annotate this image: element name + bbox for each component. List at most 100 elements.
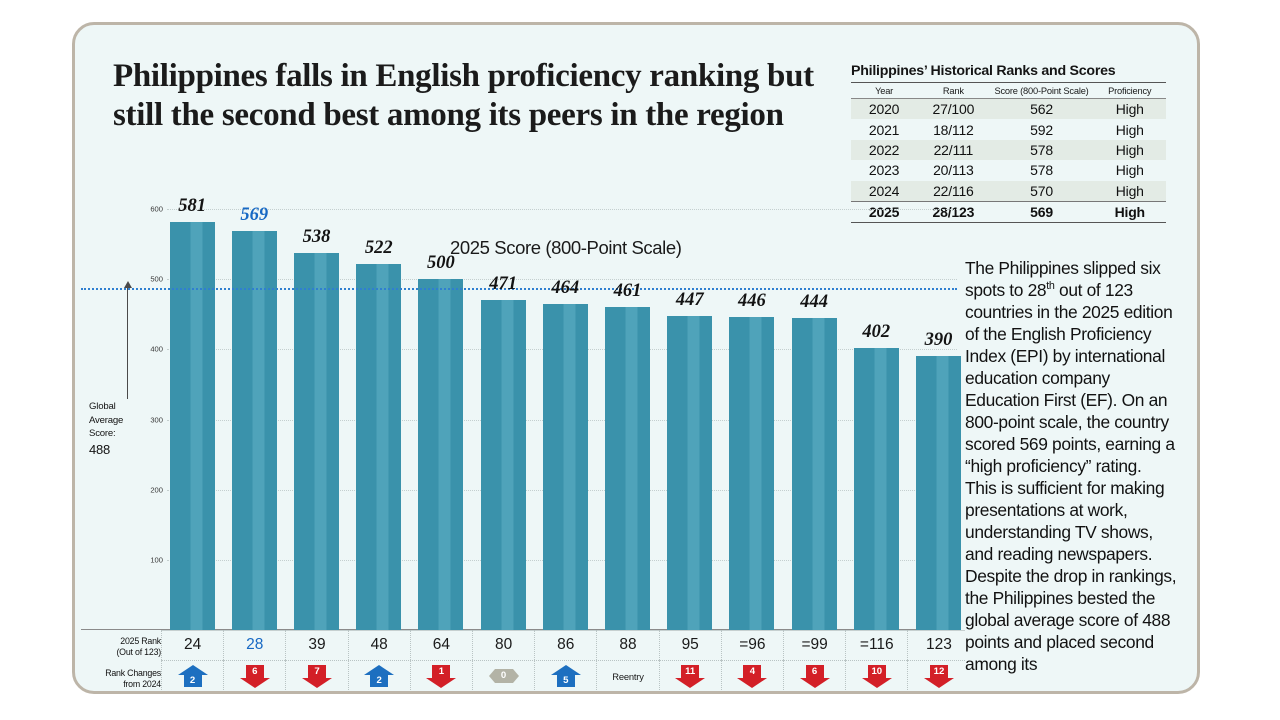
country-label-thailand: THAILAND: [845, 692, 907, 694]
reentry-label-laos: Reentry: [612, 670, 644, 682]
table-cell-r4-c1: 22/116: [933, 182, 974, 199]
avg-label-line-3: Score:: [89, 428, 116, 440]
row-label-rank-line1: 2025 Rank: [120, 636, 161, 646]
bar-value-laos: 461: [613, 280, 642, 301]
rank-change-cambodia: 12: [907, 660, 969, 691]
badge-value-cambodia: 12: [929, 665, 948, 678]
table-bottom-rule: [851, 222, 1166, 224]
country-label-myanmar: MYANMAR: [783, 692, 845, 694]
grid-rule-mid: [161, 660, 965, 661]
bar-thailand: [853, 347, 899, 630]
country-label-mongolia: MONGOLIA: [659, 692, 721, 694]
gridline-500: [167, 279, 957, 281]
table-cell-r3-c3: High: [1115, 162, 1144, 179]
arrow-down-icon-vietnam: 1: [426, 665, 457, 688]
plot-area: 100 200 300 400 500 600 581 569 538 522 500 471 464…: [81, 195, 961, 630]
bar-mongolia: [667, 316, 713, 630]
rank-mongolia: 95: [658, 630, 721, 660]
global-average-line: [81, 287, 957, 290]
bar-cambodia: [916, 356, 961, 630]
country-name-text: SOUTH KOREA: [349, 692, 410, 694]
bar-hong-kong: [294, 252, 339, 630]
rank-hong-kong: 39: [285, 630, 347, 660]
rank-change-thailand: 10: [845, 660, 907, 691]
badge-tip: [923, 678, 954, 688]
bar-value-malaysia: 581: [178, 196, 206, 217]
rank-change-indonesia: 0: [472, 660, 534, 691]
rank-change-south-korea: 2: [347, 660, 410, 691]
bar-value-japan: 446: [738, 291, 766, 312]
badge-value-vietnam: 1: [432, 665, 451, 678]
table-cell-r2-c0: 2022: [868, 141, 900, 158]
y-tick-400: 400: [150, 344, 163, 354]
bar-malaysia: [169, 222, 215, 630]
arrow-down-icon-philippines: 6: [239, 665, 270, 688]
badge-value-myanmar: 6: [805, 665, 824, 678]
rank-change-china: 5: [534, 660, 596, 691]
table-cell-r5-c2: 569: [1030, 204, 1053, 221]
bar-myanmar: [791, 318, 837, 630]
arrow-down-icon-hong-kong: 7: [301, 665, 332, 688]
row-label-change-line1: Rank Changes: [105, 668, 161, 678]
page-title: Philippines falls in English proficiency…: [113, 58, 814, 134]
grid-rule-bottom: [161, 692, 965, 693]
historical-ranks-table: Philippines’ Historical Ranks and Scores…: [851, 63, 1166, 224]
avg-label-line-2: Average: [89, 414, 124, 426]
country-label-china: CHINA: [534, 692, 596, 694]
table-cell-r0-c3: High: [1115, 101, 1144, 118]
table: Year Rank Score (800-Point Scale) Proficien…: [851, 82, 1166, 222]
table-cell-r5-c3: High: [1114, 204, 1146, 221]
country-label-hong-kong: HONG KONGSAR: [285, 692, 347, 694]
badge-tip: [364, 665, 395, 675]
table-cell-r2-c3: High: [1115, 141, 1144, 158]
bar-indonesia: [480, 299, 526, 630]
avg-label-line-1: Global: [89, 401, 116, 412]
table-cell-r3-c1: 20/113: [933, 162, 974, 179]
y-tick-200: 200: [150, 485, 163, 495]
infographic-card: Philippines falls in English proficiency…: [72, 22, 1200, 694]
rank-south-korea: 48: [347, 630, 410, 660]
table-row: 2020 27/100 562 High: [851, 98, 1166, 120]
bar-value-indonesia: 471: [489, 273, 517, 294]
country-label-indonesia: INDONESIA: [472, 692, 534, 694]
badge-value-south-korea: 2: [370, 674, 389, 687]
table-cell-r3-c0: 2023: [868, 162, 900, 179]
table-cell-r2-c1: 22/111: [933, 141, 974, 158]
table-cell-r1-c1: 18/112: [933, 121, 974, 138]
rank-change-hong-kong: 7: [285, 660, 347, 691]
table-header-row: Year Rank Score (800-Point Scale) Proficien…: [851, 82, 1166, 99]
rank-laos: 88: [596, 630, 658, 660]
table-cell-r4-c3: High: [1115, 182, 1144, 199]
badge-value-japan: 4: [743, 665, 762, 678]
arrow-down-icon-thailand: 10: [861, 665, 892, 688]
table-cell-r1-c3: High: [1115, 121, 1144, 138]
bar-chart: 2025 Score (800-Point Scale) Global Aver…: [75, 175, 965, 691]
table-cell-r0-c1: 27/100: [932, 101, 975, 118]
row-label-rank-line2: (Out of 123): [116, 646, 161, 657]
row-label-change-line2: from 2024: [123, 678, 161, 689]
country-label-philippines: PHILIPPINES: [223, 692, 285, 694]
badge-value-philippines: 6: [245, 665, 264, 678]
rank-change-vietnam: 1: [409, 660, 472, 691]
country-label-japan: JAPAN: [721, 692, 783, 694]
bar-south-korea: [356, 263, 402, 630]
arrow-up-icon-malaysia: 2: [177, 665, 208, 687]
rank-china: 86: [534, 630, 596, 660]
bar-value-china: 464: [551, 278, 580, 299]
table-cell-r5-c0: 2025: [868, 204, 900, 221]
table-row: 2021 18/112 592 High: [851, 119, 1166, 139]
table-cell-r3-c2: 578: [1030, 162, 1053, 179]
bar-japan: [729, 317, 775, 630]
badge-value-mongolia: 11: [681, 665, 700, 678]
table-row: 2025 28/123 569 High: [851, 201, 1166, 222]
arrow-flat-icon-indonesia: 0: [488, 665, 519, 687]
table-cell-r2-c2: 578: [1030, 141, 1053, 158]
rank-change-laos: Reentry: [596, 660, 658, 691]
article-body-text: The Philippines slipped six spots to 28t…: [965, 258, 1177, 675]
table-col-header-0: Year: [851, 82, 918, 99]
bar-value-vietnam: 500: [427, 253, 455, 274]
badge-tip: [799, 678, 830, 688]
avg-arrow-icon: [123, 281, 132, 399]
y-tick-300: 300: [150, 415, 163, 425]
table-cell-r0-c2: 562: [1030, 101, 1053, 118]
